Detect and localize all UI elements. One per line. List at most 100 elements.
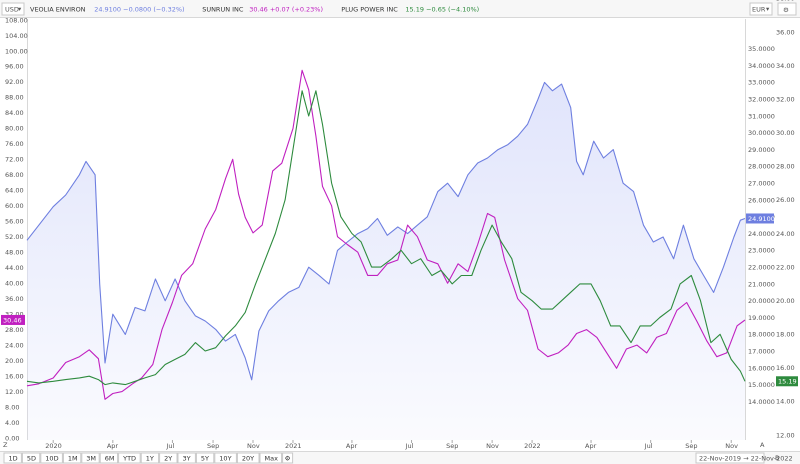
left-tick-label: 104.00 [5, 32, 28, 40]
left-tick-label: 96.00 [5, 63, 24, 71]
right-inner-tick-label: 26.0000 [748, 196, 775, 204]
x-tick-label: Apr [107, 442, 119, 450]
period-button-6m[interactable]: 6M [99, 452, 119, 464]
left-tick-label: 68.00 [5, 171, 24, 179]
right-outer-tick-label: 16.00 [776, 364, 795, 372]
period-button-ytd[interactable]: YTD [118, 452, 141, 464]
left-tick-label: 20.00 [5, 357, 24, 365]
period-button-bg [159, 452, 178, 464]
period-button-3y[interactable]: 3Y [177, 452, 196, 464]
x-axis: 2020 Apr Jul Sep Nov 2021 Apr Jul Sep Nov 2022 Apr J… [45, 440, 738, 450]
legend-item[interactable]: PLUG POWER INC 15.19 −0.65 (−4.10%) [341, 6, 479, 14]
sunrun-last-value-badge: 30.46 [3, 316, 22, 324]
right-currency-selector[interactable]: EUR ▾ [749, 2, 773, 16]
right-inner-tick-label: 27.0000 [748, 180, 775, 188]
right-outer-tick-label: 14.00 [776, 398, 795, 406]
period-button-label: 6M [105, 455, 115, 463]
right-inner-tick-label: 14.0000 [748, 398, 775, 406]
right-outer-tick-label: 26.00 [776, 196, 795, 204]
period-button-1m[interactable]: 1M [62, 452, 82, 464]
right-inner-tick-label: 22.0000 [748, 264, 775, 272]
left-tick-label: 40.00 [5, 279, 24, 287]
right-outer-tick-label: 28.00 [776, 163, 795, 171]
period-button-5y[interactable]: 5Y [195, 452, 215, 464]
period-button-label: 2Y [164, 455, 172, 463]
legend-series-name: SUNRUN INC [202, 6, 244, 14]
period-button-max[interactable]: Max [259, 452, 283, 464]
right-inner-tick-label: 34.0000 [748, 62, 775, 70]
left-tick-label: 48.00 [5, 249, 24, 257]
sunrun-last-value-badge-bg [1, 314, 25, 325]
period-button-label: 5Y [201, 455, 209, 463]
period-button-5d[interactable]: 5D [21, 452, 41, 464]
period-button-bg [62, 452, 82, 464]
left-currency-label: USD [5, 6, 19, 14]
right-inner-tick-label: 28.0000 [748, 163, 775, 171]
x-tick-label: Sep [446, 442, 458, 450]
x-tick-label: Sep [207, 442, 219, 450]
right-inner-tick-label: 29.0000 [748, 146, 775, 154]
right-outer-tick-label: 18.00 [776, 331, 795, 339]
period-button-10d[interactable]: 10D [40, 452, 63, 464]
left-tick-label: 80.00 [5, 125, 24, 133]
chevron-down-icon: ▾ [18, 5, 22, 13]
right-inner-tick-label: 24.0000 [748, 230, 775, 238]
left-currency-selector[interactable]: USD ▾ [1, 2, 25, 16]
legend: VEOLIA ENVIRON 24.9100 −0.0800 (−0.32%) SU… [30, 6, 479, 14]
period-button-20y[interactable]: 20Y [236, 452, 260, 464]
period-button-bg [214, 452, 237, 464]
period-button-bg [118, 452, 141, 464]
right-inner-tick-label: 20.0000 [748, 297, 775, 305]
period-button-bg [40, 452, 63, 464]
x-tick-label: Sep [685, 442, 697, 450]
period-button-3m[interactable]: 3M [81, 452, 100, 464]
left-tick-label: 0.00 [5, 434, 19, 442]
period-buttons: 1D 5D 10D 1M 3M 6M YTD 1Y 2Y 3Y 5Y 10Y 20Y Max ⚙ [3, 452, 294, 464]
veolia-last-value-badge: 24.9100 [748, 215, 775, 223]
period-button-10y[interactable]: 10Y [214, 452, 237, 464]
period-button-label: 1M [68, 455, 78, 463]
x-tick-label: 2020 [45, 442, 62, 450]
right-outer-tick-label: 24.00 [776, 230, 795, 238]
b-label: B [775, 454, 779, 462]
series-lines [26, 69, 746, 400]
x-tick-label: Nov [725, 442, 738, 450]
legend-item[interactable]: VEOLIA ENVIRON 24.9100 −0.0800 (−0.32%) [30, 6, 185, 14]
period-button-bg [195, 452, 215, 464]
right-inner-tick-label: 21.0000 [748, 280, 775, 288]
period-button-label: 3M [86, 455, 96, 463]
left-tick-label: 44.00 [5, 264, 24, 272]
right-outer-tick-label: 12.00 [776, 431, 795, 439]
right-outer-tick-label: 36.00 [776, 28, 795, 36]
right-outer-tick-label: 20.00 [776, 297, 795, 305]
left-tick-label: 36.00 [5, 295, 24, 303]
date-range-box[interactable]: 22-Nov-2019 → 22-Nov-2022 [695, 452, 793, 464]
left-tick-label: 72.00 [5, 156, 24, 164]
settings-button[interactable]: ⚙ [777, 2, 797, 16]
period-button-1y[interactable]: 1Y [140, 452, 160, 464]
period-button-bg [259, 452, 283, 464]
calendar-button[interactable]: ⚙ [282, 452, 294, 464]
a-label: A [760, 441, 765, 449]
period-button-label: 10Y [219, 455, 231, 463]
x-tick-label: Apr [346, 442, 358, 450]
left-tick-label: 88.00 [5, 94, 24, 102]
right-outer-tick-label: 30.00 [776, 129, 795, 137]
x-tick-label: Jul [644, 442, 653, 450]
left-tick-label: 84.00 [5, 109, 24, 117]
legend-series-value: 30.46 +0.07 (+0.23%) [249, 6, 323, 14]
period-button-2y[interactable]: 2Y [159, 452, 178, 464]
right-outer-tick-label: 22.00 [776, 263, 795, 271]
x-tick-label: Nov [247, 442, 260, 450]
right-axis-outer: 12.00 14.00 16.00 18.00 20.00 22.00 24.00 26.00… [776, 0, 795, 439]
period-button-1d[interactable]: 1D [3, 452, 22, 464]
legend-series-value: 24.9100 −0.0800 (−0.32%) [94, 6, 184, 14]
legend-item[interactable]: SUNRUN INC 30.46 +0.07 (+0.23%) [202, 6, 323, 14]
left-tick-label: 8.00 [5, 403, 19, 411]
left-tick-label: 28.00 [5, 326, 24, 334]
x-tick-label: 2021 [285, 442, 302, 450]
left-tick-label: 32.00 [5, 310, 24, 318]
x-tick-label: Jul [405, 442, 414, 450]
left-tick-label: 60.00 [5, 202, 24, 210]
gear-icon: ⚙ [285, 455, 291, 463]
